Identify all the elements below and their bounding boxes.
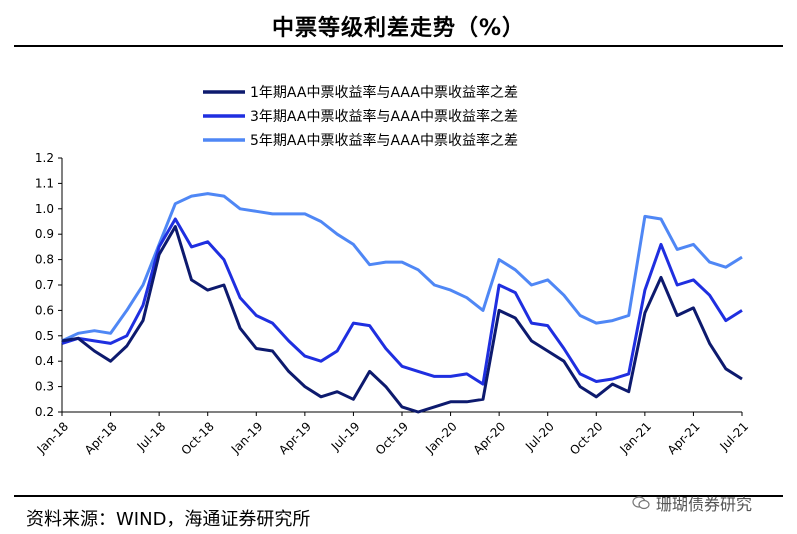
x-tick-label: Oct-18	[178, 419, 216, 457]
watermark-text: 珊瑚债券研究	[656, 495, 753, 514]
y-tick-label: 1.1	[35, 176, 54, 190]
x-tick-label: Jul-21	[716, 419, 751, 454]
x-tick-label: Apr-18	[82, 419, 120, 457]
y-tick-label: 0.6	[35, 303, 54, 317]
x-tick-label: Apr-21	[665, 419, 703, 457]
wechat-icon	[632, 496, 650, 510]
series-lines	[61, 192, 743, 414]
series-line-3	[61, 192, 743, 343]
x-tick-label: Jul-19	[328, 419, 363, 454]
x-tick-label: Oct-20	[567, 419, 605, 457]
top-divider	[14, 45, 783, 47]
legend-label-2: 3年期AA中票收益率与AAA中票收益率之差	[250, 108, 518, 125]
legend-label-1: 1年期AA中票收益率与AAA中票收益率之差	[250, 84, 518, 101]
line-chart: 1年期AA中票收益率与AAA中票收益率之差 3年期AA中票收益率与AAA中票收益率…	[34, 84, 752, 458]
bottom-divider	[14, 495, 783, 497]
x-tick-label: Jan-20	[422, 419, 460, 457]
x-tick-label: Jul-18	[134, 419, 169, 454]
y-tick-label: 1.0	[35, 202, 54, 216]
y-tick-label: 0.9	[35, 227, 54, 241]
source-note: 资料来源：WIND，海通证券研究所	[26, 509, 311, 530]
watermark: 珊瑚债券研究	[632, 491, 752, 515]
legend: 1年期AA中票收益率与AAA中票收益率之差 3年期AA中票收益率与AAA中票收益率…	[203, 84, 518, 149]
chart-title: 中票等级利差走势（%）	[271, 16, 526, 41]
y-tick-label: 0.2	[35, 405, 54, 419]
y-tick-label: 1.2	[35, 151, 54, 165]
x-tick-label: Jan-21	[616, 419, 654, 457]
y-tick-label: 0.4	[35, 354, 54, 368]
y-tick-label: 0.8	[35, 253, 54, 267]
series-line-2	[61, 217, 743, 386]
y-tick-label: 0.3	[35, 380, 54, 394]
x-tick-label: Jan-18	[34, 419, 72, 457]
legend-label-3: 5年期AA中票收益率与AAA中票收益率之差	[250, 132, 518, 149]
x-tick-label: Jul-20	[522, 419, 557, 454]
x-tick-label: Apr-20	[470, 419, 508, 457]
x-tick-label: Apr-19	[276, 419, 314, 457]
y-tick-label: 0.7	[35, 278, 54, 292]
x-tick-label: Oct-19	[373, 419, 411, 457]
series-line-1	[61, 225, 743, 414]
y-tick-label: 0.5	[35, 329, 54, 343]
x-tick-label: Jan-19	[228, 419, 266, 457]
